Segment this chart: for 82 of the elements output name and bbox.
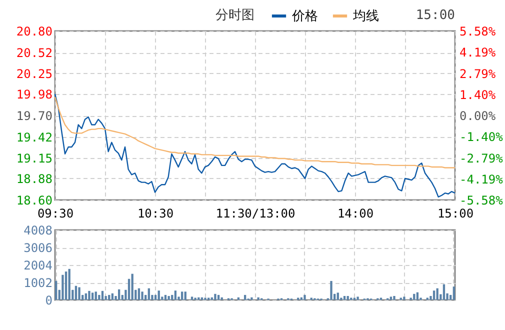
bar	[84, 293, 87, 300]
x-tick-label: 15:00	[437, 206, 474, 220]
y2-tick-label: 2.79%	[460, 66, 496, 81]
bar	[68, 268, 70, 300]
bar	[356, 296, 359, 300]
bar	[154, 294, 157, 300]
bar	[55, 280, 58, 300]
bar	[413, 294, 416, 300]
y-tick-label: 2004	[24, 258, 52, 272]
bar	[250, 297, 253, 300]
y-tick-label: 20.25	[16, 66, 52, 81]
legend-label: 价格	[291, 9, 318, 24]
bar	[174, 290, 177, 300]
bar	[244, 294, 246, 300]
x-tick-label: 10:30	[137, 206, 174, 220]
y-tick-label: 4008	[24, 224, 52, 238]
bar	[62, 274, 64, 300]
y-tick-label: 19.98	[16, 87, 52, 102]
y2-tick-label: -5.58%	[460, 194, 504, 208]
y-tick-label: 1002	[24, 276, 52, 290]
bar	[91, 292, 94, 300]
bar	[343, 296, 346, 300]
bar	[94, 292, 97, 300]
text: 15:00	[416, 8, 455, 23]
bar	[346, 296, 349, 300]
y2-tick-label: -1.40%	[460, 130, 504, 144]
bar	[214, 294, 216, 300]
y-tick-label: 19.15	[16, 151, 52, 166]
bar	[330, 280, 332, 300]
bar	[168, 296, 170, 300]
bar	[171, 294, 174, 300]
y-tick-label: 0	[45, 294, 52, 308]
bar	[442, 284, 446, 300]
bar	[217, 294, 220, 300]
bar	[393, 296, 396, 300]
y-tick-label: 19.70	[16, 109, 52, 123]
bar	[108, 294, 110, 300]
bar	[101, 290, 104, 300]
x-tick-label: 11:30/13:00	[216, 206, 296, 220]
line-series	[54, 93, 456, 198]
bar	[64, 272, 68, 300]
bar	[184, 292, 186, 300]
bar	[118, 289, 120, 300]
legend-label: 均线	[352, 9, 379, 24]
bar	[304, 294, 306, 300]
bar	[138, 288, 140, 300]
y2-tick-label: 1.40%	[460, 88, 496, 102]
bar	[158, 290, 160, 300]
x-tick-label: 14:00	[337, 206, 374, 220]
y2-tick-label: 0.00%	[460, 109, 496, 123]
bar	[436, 288, 438, 300]
y-tick-label: 20.80	[16, 24, 52, 38]
bar	[257, 297, 260, 300]
bar	[131, 274, 134, 300]
chart-title: 分时图	[216, 8, 254, 23]
bar	[148, 288, 150, 300]
y-tick-label: 18.88	[16, 172, 52, 186]
bar	[432, 290, 436, 300]
y2-tick-label: -4.19%	[460, 172, 504, 186]
bar	[190, 296, 194, 300]
x-tick-label: 09:30	[37, 206, 74, 220]
y2-tick-label: -2.79%	[460, 151, 504, 166]
bar	[164, 294, 167, 300]
bar	[88, 290, 90, 300]
y-tick-label: 19.42	[16, 130, 52, 145]
bar	[78, 287, 80, 300]
bar	[416, 292, 419, 300]
y-tick-label: 18.60	[16, 194, 52, 208]
bar	[390, 296, 392, 300]
bar	[141, 292, 144, 300]
y-tick-label: 20.52	[16, 46, 52, 60]
bar	[98, 294, 100, 300]
bar	[180, 292, 184, 300]
y2-tick-label: 4.19%	[460, 46, 496, 60]
bar	[111, 293, 114, 300]
bar	[74, 286, 78, 300]
bar	[336, 292, 339, 300]
bar	[452, 286, 455, 300]
y2-tick-label: 5.58%	[460, 24, 496, 38]
y-tick-label: 3006	[24, 241, 52, 255]
line-series	[54, 96, 456, 168]
bar	[403, 296, 406, 300]
